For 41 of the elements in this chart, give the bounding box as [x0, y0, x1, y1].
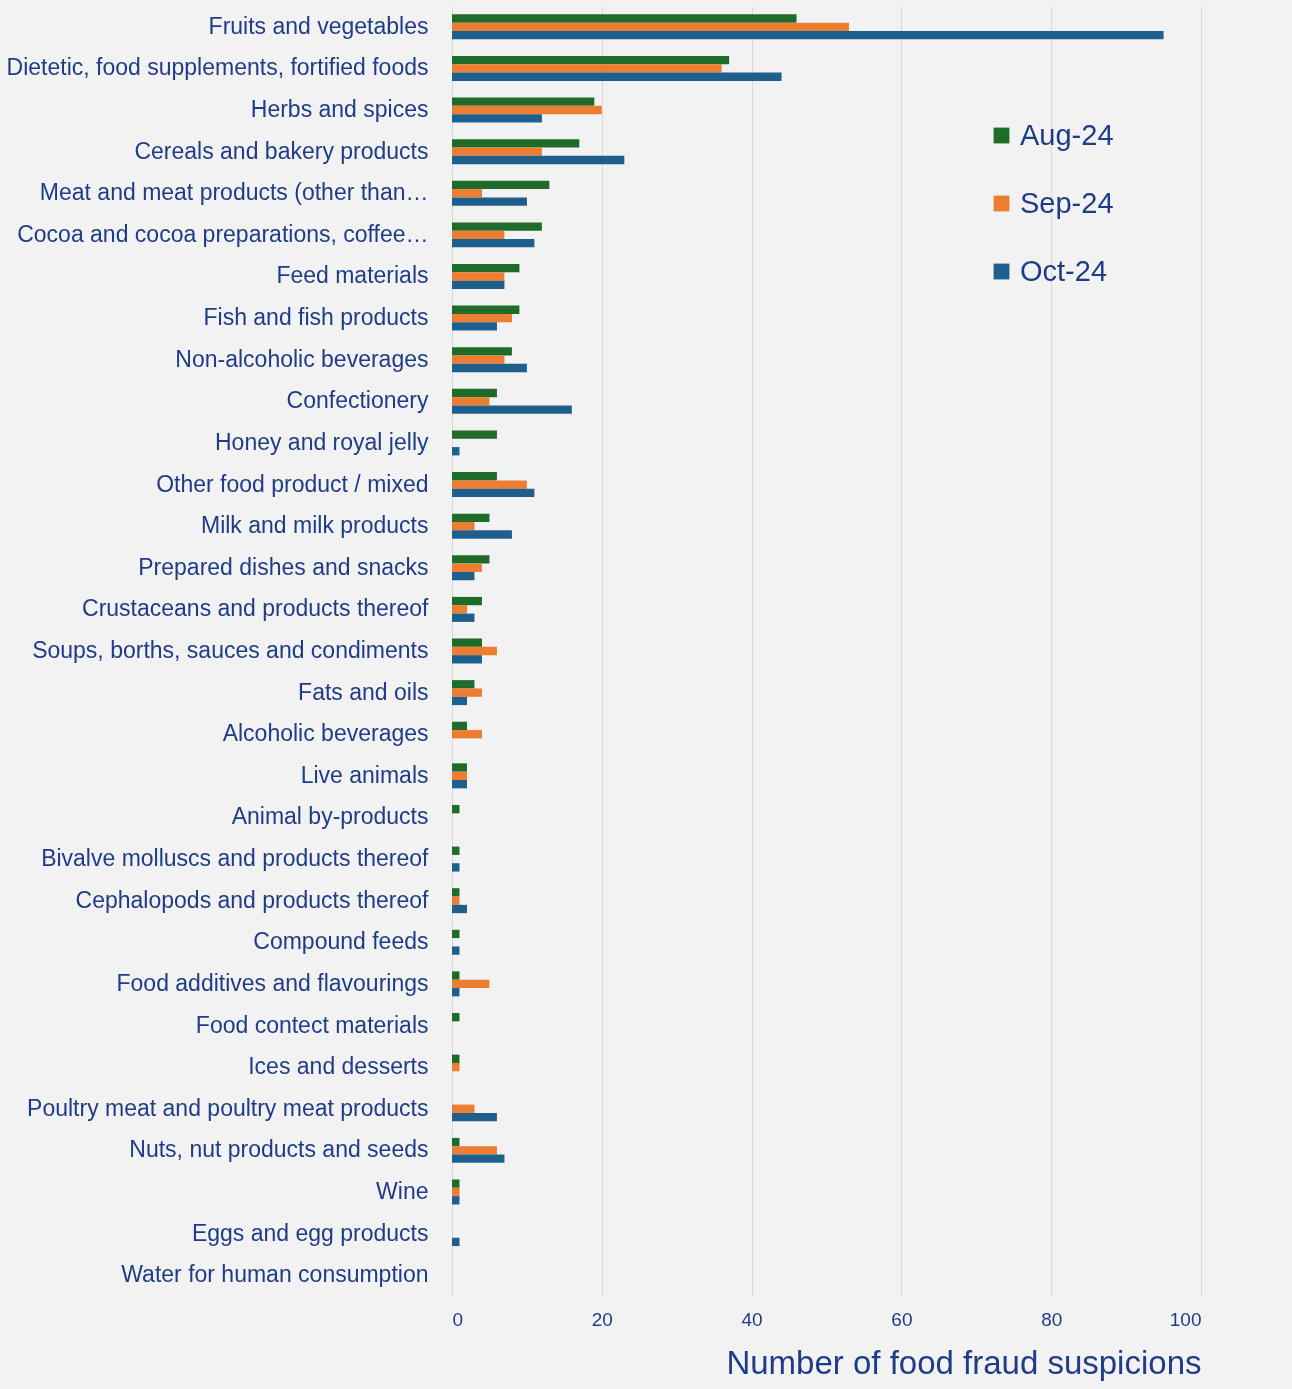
- y-tick-label: Crustaceans and products thereof: [82, 595, 430, 622]
- y-tick-label: Confectionery: [286, 387, 429, 414]
- y-tick-label: Cephalopods and products thereof: [75, 886, 430, 913]
- y-tick-label: Animal by-products: [231, 803, 429, 830]
- y-tick-label: Water for human consumption: [121, 1261, 429, 1288]
- y-tick-label: Food contect materials: [195, 1011, 429, 1038]
- y-tick-label: Feed materials: [276, 262, 429, 289]
- y-tick-label: Prepared dishes and snacks: [138, 553, 429, 580]
- y-tick-label: Alcoholic beverages: [222, 720, 429, 747]
- y-tick-label: Eggs and egg products: [191, 1219, 429, 1246]
- y-tick-label: Live animals: [300, 761, 429, 788]
- y-tick-label: Meat and meat products (other than…: [39, 179, 429, 206]
- y-tick-label: Ices and desserts: [248, 1053, 429, 1080]
- legend-label: Oct-24: [1020, 254, 1108, 287]
- y-tick-label: Milk and milk products: [200, 512, 429, 539]
- y-tick-label: Wine: [376, 1177, 429, 1204]
- legend-label: Sep-24: [1020, 186, 1114, 219]
- y-tick-label: Non-alcoholic beverages: [175, 345, 429, 372]
- x-tick-label: 20: [591, 1308, 613, 1330]
- y-tick-label: Fruits and vegetables: [208, 12, 429, 39]
- y-tick-label: Other food product / mixed: [156, 470, 429, 497]
- y-tick-label: Honey and royal jelly: [214, 428, 429, 455]
- y-tick-label: Nuts, nut products and seeds: [129, 1136, 429, 1163]
- x-axis-title: Number of food fraud suspicions: [726, 1343, 1202, 1381]
- y-tick-label: Herbs and spices: [250, 96, 429, 123]
- y-tick-label: Fish and fish products: [203, 304, 429, 331]
- y-tick-label: Bivalve molluscs and products thereof: [41, 845, 430, 872]
- y-tick-label: Cereals and bakery products: [134, 137, 429, 164]
- x-tick-label: 100: [1169, 1308, 1202, 1330]
- y-tick-label: Soups, borths, sauces and condiments: [32, 637, 429, 663]
- x-tick-label: 80: [1041, 1308, 1063, 1330]
- legend-label: Aug-24: [1020, 118, 1114, 151]
- y-tick-label: Dietetic, food supplements, fortified foods: [6, 54, 429, 81]
- y-tick-label: Fats and oils: [298, 678, 429, 705]
- y-tick-label: Compound feeds: [253, 928, 429, 955]
- x-tick-label: 60: [891, 1308, 913, 1330]
- y-tick-label: Food additives and flavourings: [116, 969, 429, 996]
- y-tick-label: Poultry meat and poultry meat products: [27, 1094, 429, 1121]
- y-tick-label: Cocoa and cocoa preparations, coffee…: [17, 220, 429, 247]
- x-tick-label: 40: [741, 1308, 763, 1330]
- x-tick-label: 0: [452, 1308, 464, 1330]
